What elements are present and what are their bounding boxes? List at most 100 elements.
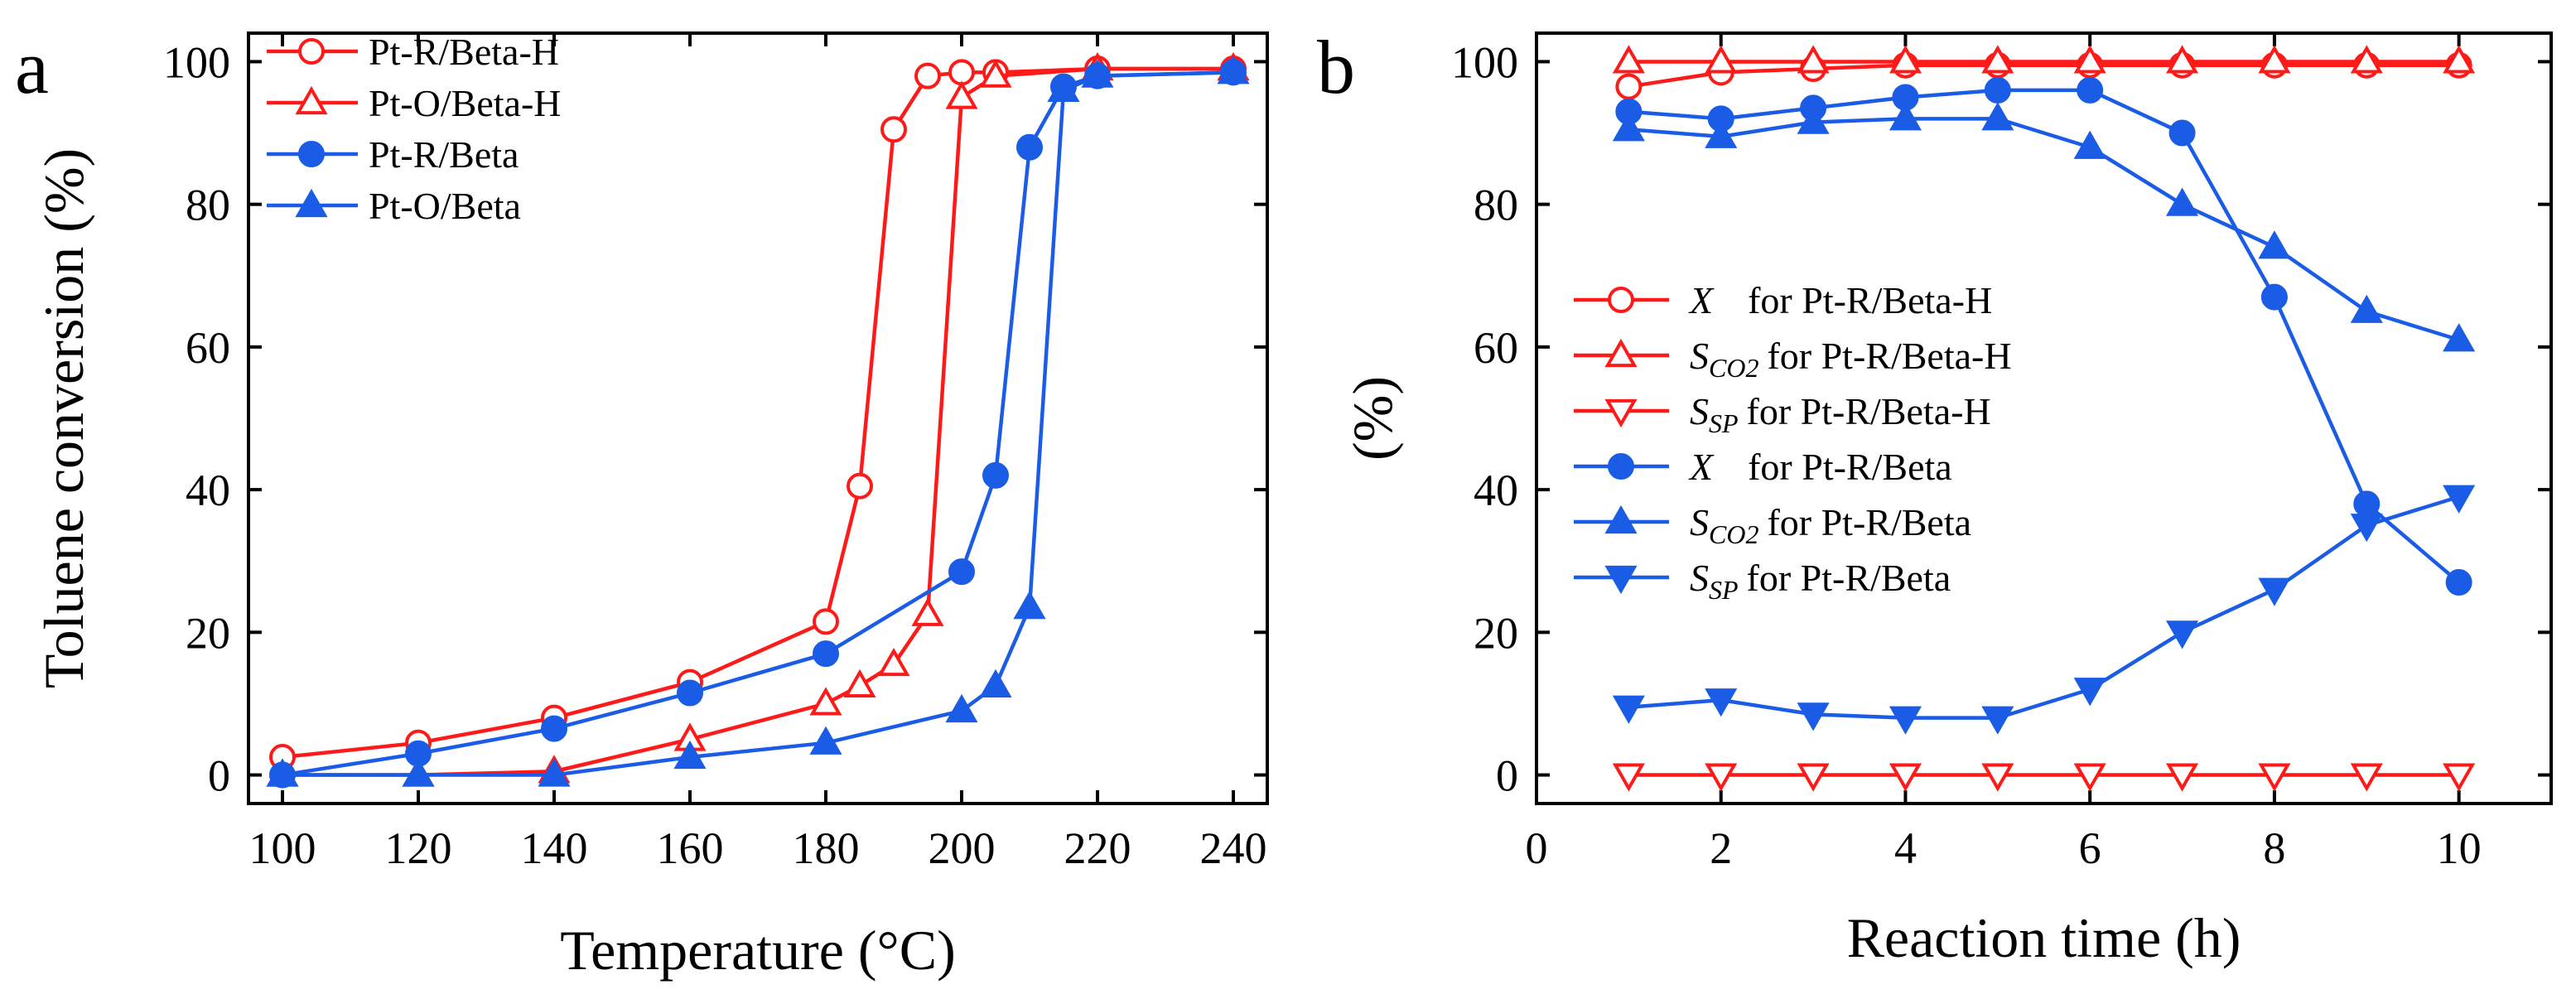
panel-b-legend-entry: SSP for Pt-R/Beta: [1574, 557, 1951, 605]
panel-a: a 100 120 140 160 180 200 220 240 0 20 40 60 80 100 Te…: [15, 25, 1269, 982]
panel-a-legend-label: Pt-R/Beta: [369, 133, 519, 176]
panel-b-series-1-line: [1628, 63, 2459, 89]
panel-b-series-6-point: [1889, 706, 1922, 735]
panel-a-series-4-point: [979, 668, 1012, 697]
panel-a-x-tick-label: 160: [657, 823, 724, 873]
panel-b-series-5-point: [2073, 130, 2106, 159]
panel-a-legend-entry: Pt-R/Beta: [267, 133, 519, 176]
panel-b-x-tick-label: 8: [2263, 823, 2285, 873]
panel-a-legend-entry: Pt-R/Beta-H: [267, 31, 559, 73]
panel-b-y-tick-label: 20: [1474, 608, 1518, 658]
panel-a-legend-label: Pt-R/Beta-H: [369, 31, 559, 73]
panel-a-series-4-point: [1081, 59, 1114, 88]
panel-a-x-tick-label: 220: [1064, 823, 1131, 873]
panel-b-series-6-point: [2350, 514, 2383, 543]
panel-b-series-4-point: [2445, 569, 2472, 596]
panel-a-legend-label: Pt-O/Beta: [369, 185, 521, 227]
panel-b-series-6-point: [1797, 702, 1830, 731]
panel-b-series-3-point: [1705, 763, 1738, 792]
panel-a-y-axis-title: Toluene conversion (%): [32, 148, 95, 688]
panel-b-label: b: [1317, 25, 1355, 109]
panel-a-series-1-point: [880, 116, 907, 143]
panel-b-legend-marker: [1604, 398, 1638, 428]
panel-b-legend-label: SSP for Pt-R/Beta-H: [1690, 390, 1991, 438]
panel-a-x-axis-title: Temperature (°C): [560, 919, 955, 982]
panel-a-series-4-point: [538, 758, 571, 787]
panel-a-series-2-point: [877, 647, 910, 677]
legend-symbol: X: [1688, 446, 1715, 488]
panel-a-x-tick-label: 100: [249, 823, 316, 873]
panel-b-series-2-point: [1889, 45, 1922, 74]
panel-a-series-3-point: [677, 679, 703, 707]
panel-b-series-2-point: [1797, 45, 1830, 74]
panel-b-legend-marker: [1608, 287, 1634, 313]
panel-b-y-axis-title: (%): [1341, 376, 1404, 461]
panel-b-series-4-line: [1628, 88, 2461, 584]
panel-a-series-2-point: [979, 59, 1012, 88]
panel-a-y-tick-label: 20: [186, 608, 230, 658]
panel-a-x-tick-label: 140: [521, 823, 588, 873]
panel-b-series-4-point: [1984, 76, 2011, 104]
panel-b-series-2-point: [1612, 45, 1645, 74]
panel-b-x-tick-label: 10: [2437, 823, 2482, 873]
legend-symbol: S: [1690, 390, 1709, 432]
panel-b-series-2-point: [1705, 45, 1738, 74]
panel-a-series-4-point: [266, 758, 299, 787]
panel-a-y-tick-label: 80: [186, 181, 230, 230]
panel-b-series-3-point: [2258, 763, 2291, 792]
panel-a-series-3-point: [813, 640, 839, 668]
panel-b-series-6-point: [2443, 485, 2476, 514]
panel-b-series-4-point: [2077, 76, 2104, 104]
panel-a-x-tick-label: 120: [385, 823, 452, 873]
legend-suffix: for Pt-R/Beta-H: [1748, 279, 1992, 321]
legend-subscript: SP: [1709, 408, 1739, 438]
panel-b-series-5-line: [1628, 117, 2460, 342]
panel-b-series-6-point: [2258, 577, 2291, 606]
panel-b-series-2-point: [2443, 45, 2476, 74]
panel-b-legend-label: SSP for Pt-R/Beta: [1690, 557, 1951, 605]
panel-b-legend-marker: [1604, 338, 1638, 368]
legend-suffix: for Pt-R/Beta-H: [1747, 390, 1991, 432]
panel-a-series-2-point: [911, 597, 944, 626]
panel-b-y-tick-label: 80: [1474, 181, 1518, 230]
panel-a-series-4-point: [402, 758, 435, 787]
panel-a-series-4-point: [809, 726, 842, 755]
panel-a-series-2-line: [282, 66, 1233, 777]
legend-suffix: for Pt-R/Beta: [1748, 446, 1952, 488]
panel-b-series-6-point: [2165, 620, 2199, 649]
panel-b-legend-label: SCO2 for Pt-R/Beta: [1690, 501, 1971, 549]
panel-a-series-3-point: [982, 461, 1009, 489]
panel-b-y-tick-label: 100: [1451, 37, 1518, 87]
legend-symbol: S: [1690, 335, 1709, 377]
panel-b-series-3-point: [2350, 763, 2383, 792]
panel-b-x-axis-title: Reaction time (h): [1847, 906, 2241, 969]
panel-a-series-1-point: [847, 472, 873, 499]
panel-b-legend-marker: [1604, 504, 1638, 534]
panel-b-series-4-point: [2353, 490, 2381, 518]
panel-a-series-4-point: [673, 740, 707, 770]
panel-b-series-6-point: [1612, 695, 1645, 724]
panel-b-series-5-point: [1981, 102, 2014, 131]
panel-b-series-6-point: [1981, 706, 2014, 735]
panel-a-series-4-point: [1217, 56, 1250, 84]
panel-b-series-5-point: [2258, 230, 2291, 259]
panel-b-x-tick-label: 6: [2079, 823, 2101, 873]
panel-b-series-6-line: [1628, 495, 2460, 720]
panel-a-plot-frame: [247, 31, 1269, 805]
panel-a-series-3-point: [1016, 133, 1043, 161]
panel-b-series-1-point: [1615, 73, 1643, 100]
panel-b-series-5-point: [1889, 102, 1922, 131]
panel-b-series-3-point: [1889, 763, 1922, 792]
panel-a-legend-entry: Pt-O/Beta: [267, 185, 521, 227]
panel-b-series-5-point: [1797, 105, 1830, 134]
panel-a-series-2-point: [843, 668, 876, 697]
panel-b-series-6-point: [2073, 678, 2106, 707]
panel-b-x-tick-label: 2: [1710, 823, 1732, 873]
panel-a-legend-marker: [298, 38, 325, 65]
panel-b-series-4-point: [2168, 119, 2196, 147]
panel-b-series-2-point: [2073, 45, 2106, 74]
